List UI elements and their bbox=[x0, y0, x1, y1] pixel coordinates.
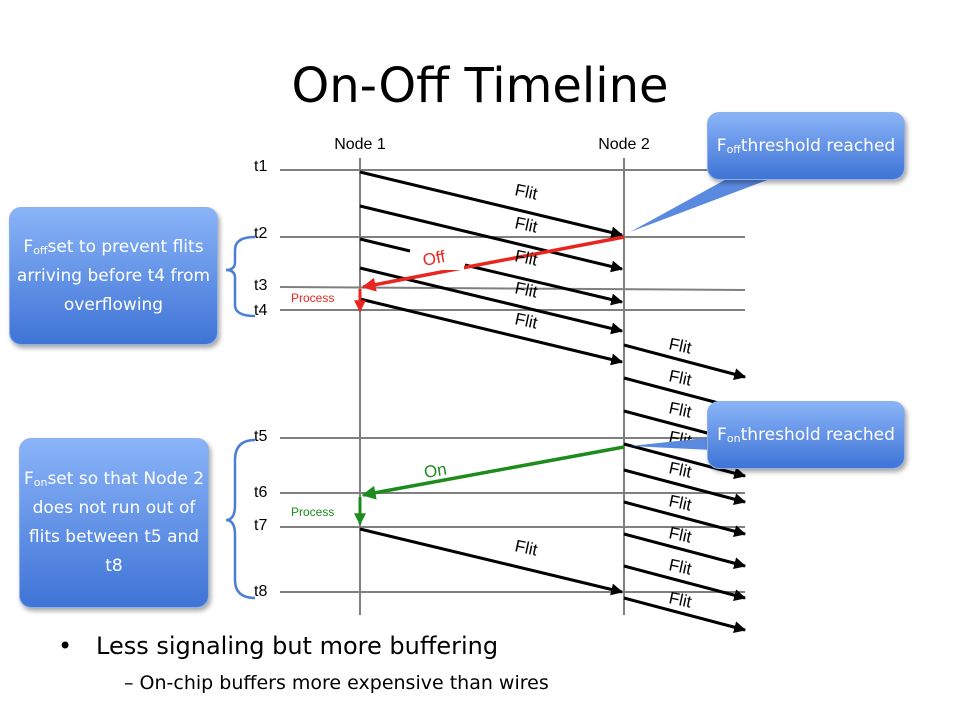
flit-arrow-5 bbox=[359, 297, 624, 366]
bullet-list: Less signaling but more buffering On-chi… bbox=[58, 632, 549, 694]
on-arrow bbox=[361, 445, 625, 500]
flit-arrow-1 bbox=[359, 170, 624, 239]
node2-label: Node 2 bbox=[598, 136, 650, 153]
off-threshold-callout: Foffthreshold reached bbox=[707, 112, 905, 180]
off-threshold-tail bbox=[630, 176, 778, 232]
process-label-on: Process bbox=[291, 505, 334, 519]
out-flit-4 bbox=[623, 442, 747, 480]
flit-label-1: Flit bbox=[513, 180, 539, 203]
flit-label-2: Flit bbox=[513, 213, 539, 236]
flit-arrow-4 bbox=[359, 266, 624, 335]
node1-label: Node 1 bbox=[334, 136, 386, 153]
out-flit-9 bbox=[623, 596, 747, 634]
off-set-callout: Foffset to prevent flits arriving before… bbox=[9, 207, 218, 345]
out-flit-1 bbox=[623, 343, 747, 381]
on-set-callout: Fonset so that Node 2 does not run out o… bbox=[19, 438, 209, 608]
time-label-t3: t3 bbox=[254, 277, 267, 294]
flit-label-4: Flit bbox=[513, 278, 539, 301]
time-label-t4: t4 bbox=[254, 302, 267, 319]
slide-title: On-Off Timeline bbox=[291, 58, 669, 114]
flit-label-3: Flit bbox=[513, 246, 539, 269]
flit-arrow-6 bbox=[359, 527, 624, 596]
time-line-t3 bbox=[279, 286, 746, 291]
time-label-t7: t7 bbox=[254, 517, 267, 534]
time-label-t5: t5 bbox=[254, 428, 267, 445]
out-flit-label-9: Flit bbox=[667, 588, 693, 611]
flit-arrow-3b bbox=[464, 263, 624, 306]
out-flit-8 bbox=[623, 564, 747, 602]
flit-arrow-3a bbox=[359, 237, 411, 253]
out-flit-label-1: Flit bbox=[667, 334, 693, 357]
out-flit-label-6: Flit bbox=[667, 491, 693, 514]
time-label-t2: t2 bbox=[254, 225, 267, 242]
out-flit-5 bbox=[623, 468, 747, 506]
out-flit-label-2: Flit bbox=[667, 366, 693, 389]
off-label-bg bbox=[418, 246, 464, 270]
bullet-main: Less signaling but more buffering bbox=[58, 632, 549, 660]
brace-off bbox=[225, 235, 256, 318]
out-flit-label-5: Flit bbox=[667, 458, 693, 481]
time-label-t1: t1 bbox=[254, 158, 267, 175]
on-label: On bbox=[423, 460, 448, 482]
on-threshold-callout: Fonthreshold reached bbox=[707, 401, 905, 469]
out-flit-6 bbox=[623, 500, 747, 538]
time-label-t8: t8 bbox=[254, 583, 267, 600]
off-arrow bbox=[361, 235, 625, 292]
out-flit-label-8: Flit bbox=[667, 555, 693, 578]
flit-label-5: Flit bbox=[513, 309, 539, 332]
out-flit-7 bbox=[623, 532, 747, 570]
process-label-off: Process bbox=[291, 291, 334, 305]
brace-on bbox=[225, 438, 256, 600]
off-label: Off bbox=[421, 247, 447, 270]
flit-label-6: Flit bbox=[513, 536, 539, 559]
time-label-t6: t6 bbox=[254, 484, 267, 501]
out-flit-label-3: Flit bbox=[667, 398, 693, 421]
out-flit-label-7: Flit bbox=[667, 523, 693, 546]
flit-arrow-2 bbox=[359, 204, 624, 273]
bullet-sub: On-chip buffers more expensive than wire… bbox=[124, 672, 549, 694]
